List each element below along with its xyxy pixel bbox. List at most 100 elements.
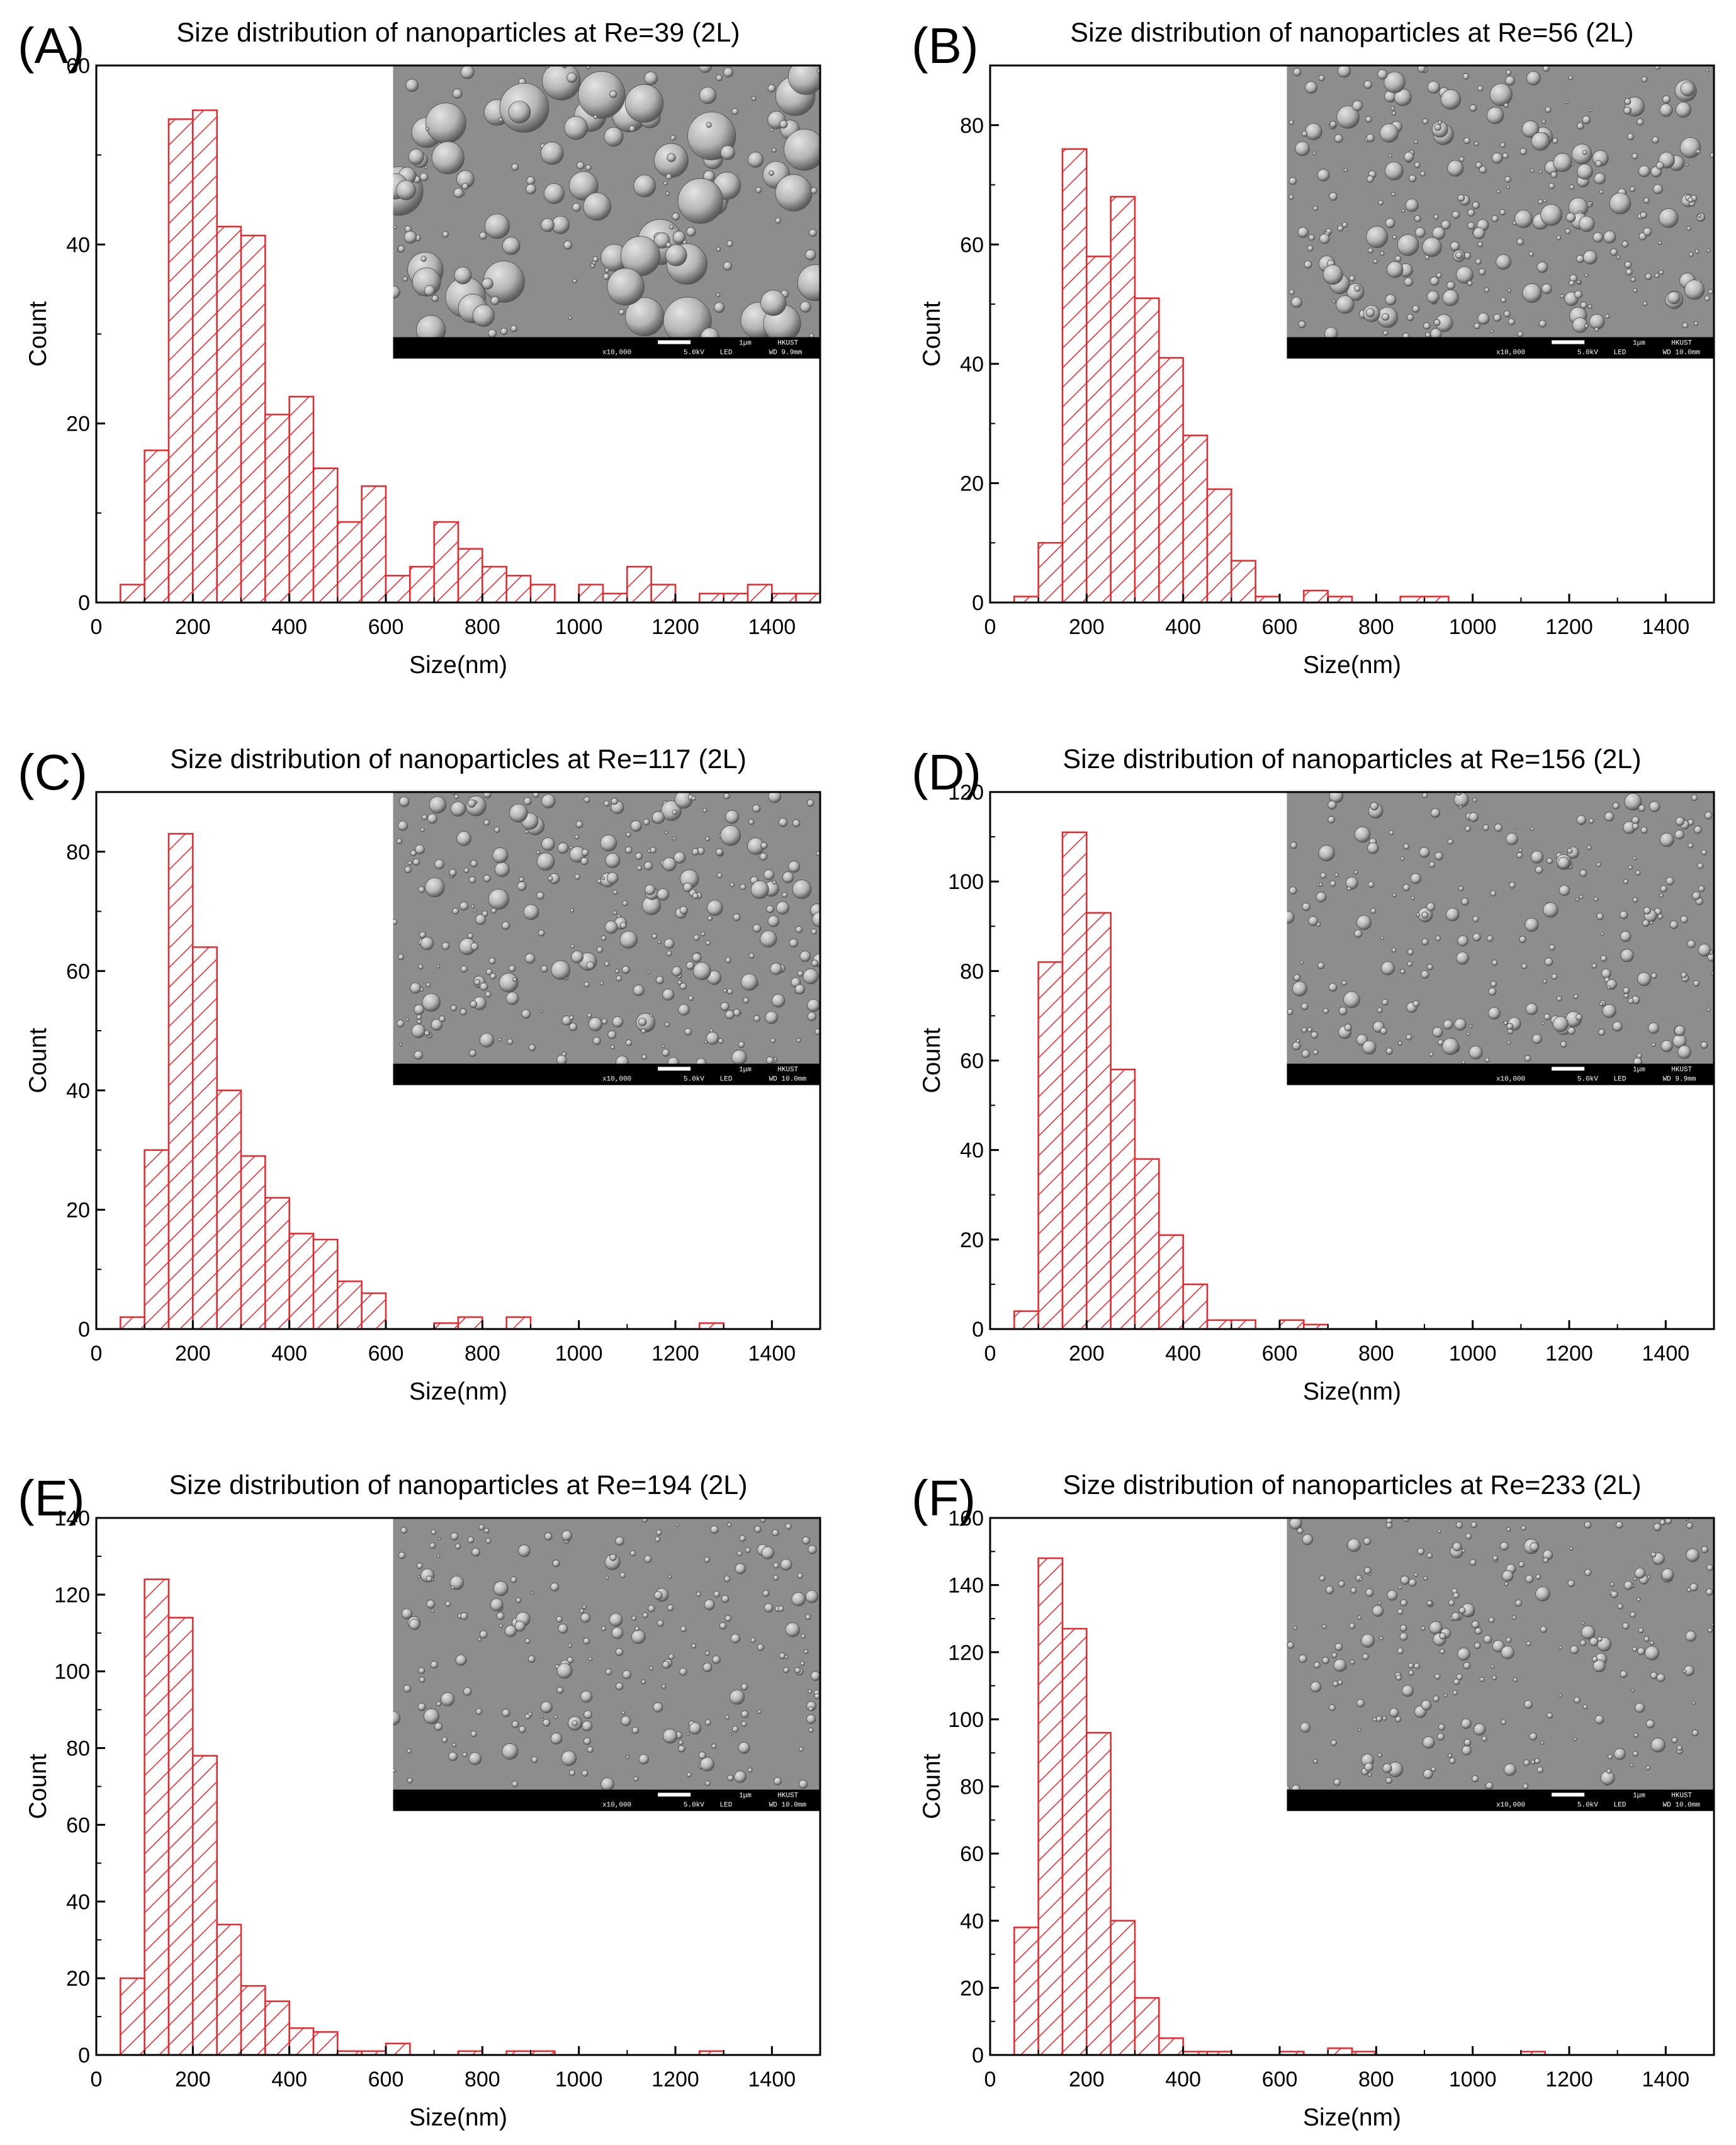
y-tick-label: 120	[54, 1583, 90, 1607]
x-tick-label: 400	[271, 615, 307, 639]
x-tick-label: 600	[1262, 2068, 1298, 2091]
x-tick-label: 1200	[651, 1342, 699, 1366]
bar-1050	[602, 592, 628, 604]
sem-particles	[1287, 1518, 1714, 1790]
bar-150	[1061, 831, 1088, 1330]
bar-100	[1037, 541, 1064, 604]
x-tick-label: 800	[1358, 2068, 1394, 2091]
sem-scale: 1μm	[1633, 1792, 1645, 1800]
sem-wd: WD 9.9mm	[769, 349, 803, 357]
x-axis-label: Size(nm)	[409, 1378, 507, 1405]
sem-info-bar	[393, 337, 820, 359]
bar-550	[361, 1292, 387, 1330]
y-axis: 0 20 40 60 80 Count	[918, 114, 999, 615]
y-axis-label: Count	[25, 1027, 52, 1093]
y-tick-label: 100	[948, 1708, 984, 1732]
x-axis: 0 200 400 600 800 1000 1200 1400 Size(nm)	[984, 594, 1689, 679]
y-tick-label: 0	[78, 1318, 90, 1342]
y-tick-label: 60	[960, 233, 984, 257]
bar-100	[144, 1578, 170, 2056]
x-tick-label: 600	[1262, 615, 1298, 639]
x-tick-label: 1000	[1449, 2068, 1497, 2091]
sem-institution: HKUST	[777, 1067, 798, 1074]
chart-panel-3: (D) Size distribution of nanoparticles at…	[911, 744, 1715, 1405]
y-tick-label: 100	[54, 1660, 90, 1684]
bar-100	[1037, 1557, 1064, 2056]
y-tick-label: 120	[948, 781, 984, 805]
bar-series	[1013, 1557, 1546, 2056]
bar-50	[1013, 1310, 1039, 1330]
y-tick-label: 20	[960, 1228, 984, 1252]
y-tick-label: 60	[960, 1050, 984, 1073]
sem-particles	[393, 792, 820, 1064]
sem-magnification: x10,000	[602, 349, 631, 357]
bar-400	[1182, 1283, 1209, 1330]
bar-850	[505, 1316, 532, 1330]
bar-1250	[699, 592, 724, 604]
y-tick-label: 60	[66, 1813, 90, 1837]
y-tick-label: 40	[66, 1890, 90, 1914]
bar-450	[312, 1238, 339, 1330]
bar-1400	[771, 592, 797, 604]
x-tick-label: 600	[368, 1342, 404, 1366]
y-tick-label: 40	[66, 1079, 90, 1103]
y-tick-label: 80	[960, 959, 984, 983]
sem-inset: x10,000 5.0kV LED 1μm HKUST WD 9.9mm	[1287, 792, 1714, 1085]
bar-650	[1303, 589, 1329, 604]
chart-title: Size distribution of nanoparticles at Re…	[1062, 744, 1641, 774]
panel-letter: (D)	[911, 744, 981, 800]
bar-1150	[650, 584, 677, 604]
sem-scale-bar	[1552, 1067, 1585, 1071]
sem-scale: 1μm	[1633, 1067, 1645, 1074]
y-axis: 0 20 40 60 80 100 120 Count	[918, 781, 999, 1342]
x-tick-label: 800	[465, 615, 500, 639]
y-tick-label: 40	[960, 1910, 984, 1933]
sem-scale: 1μm	[739, 340, 752, 348]
sem-particles	[393, 65, 820, 337]
x-tick-label: 1200	[1545, 615, 1593, 639]
bar-200	[1086, 912, 1112, 1330]
bar-250	[1110, 1920, 1136, 2056]
x-tick-label: 400	[1165, 1342, 1201, 1366]
x-tick-label: 200	[175, 2068, 211, 2091]
y-axis-label: Count	[918, 1027, 945, 1093]
x-tick-label: 200	[175, 1342, 211, 1366]
bar-300	[1134, 1158, 1160, 1330]
x-tick-label: 1200	[1545, 2068, 1593, 2091]
chart-panel-4: (E) Size distribution of nanoparticles at…	[18, 1470, 821, 2131]
x-tick-label: 1200	[651, 2068, 699, 2091]
bar-350	[1158, 2037, 1184, 2056]
chart-panel-1: (B) Size distribution of nanoparticles at…	[911, 18, 1715, 679]
x-tick-label: 200	[175, 615, 211, 639]
panel-letter: (B)	[911, 18, 979, 74]
sem-magnification: x10,000	[1496, 1802, 1525, 1809]
sem-info-bar	[1287, 1063, 1714, 1085]
sem-detector: LED	[1614, 1802, 1626, 1809]
y-axis: 0 20 40 60 80 100 120 140 160 Count	[918, 1507, 999, 2068]
sem-voltage: 5.0kV	[684, 1076, 704, 1084]
bar-250	[216, 225, 242, 604]
sem-voltage: 5.0kV	[684, 349, 704, 357]
y-tick-label: 40	[66, 233, 90, 257]
sem-magnification: x10,000	[602, 1802, 631, 1809]
y-tick-label: 80	[960, 114, 984, 138]
x-tick-label: 0	[984, 2068, 996, 2091]
bar-600	[385, 2042, 411, 2056]
y-axis-label: Count	[25, 1753, 52, 1819]
y-tick-label: 80	[66, 840, 90, 864]
bar-50	[120, 584, 145, 604]
sem-wd: WD 10.0mm	[769, 1076, 807, 1084]
bar-450	[312, 467, 339, 604]
y-tick-label: 20	[66, 1198, 90, 1222]
bar-1300	[723, 592, 749, 604]
bar-series	[120, 833, 724, 1330]
sem-scale-bar	[658, 1067, 691, 1071]
x-tick-label: 1000	[1449, 615, 1497, 639]
x-axis-label: Size(nm)	[1303, 652, 1401, 679]
y-tick-label: 120	[948, 1641, 984, 1665]
sem-info-bar	[393, 1789, 820, 1811]
bar-350	[264, 414, 290, 604]
sem-detector: LED	[720, 1802, 733, 1809]
x-axis: 0 200 400 600 800 1000 1200 1400 Size(nm)	[91, 2046, 796, 2131]
